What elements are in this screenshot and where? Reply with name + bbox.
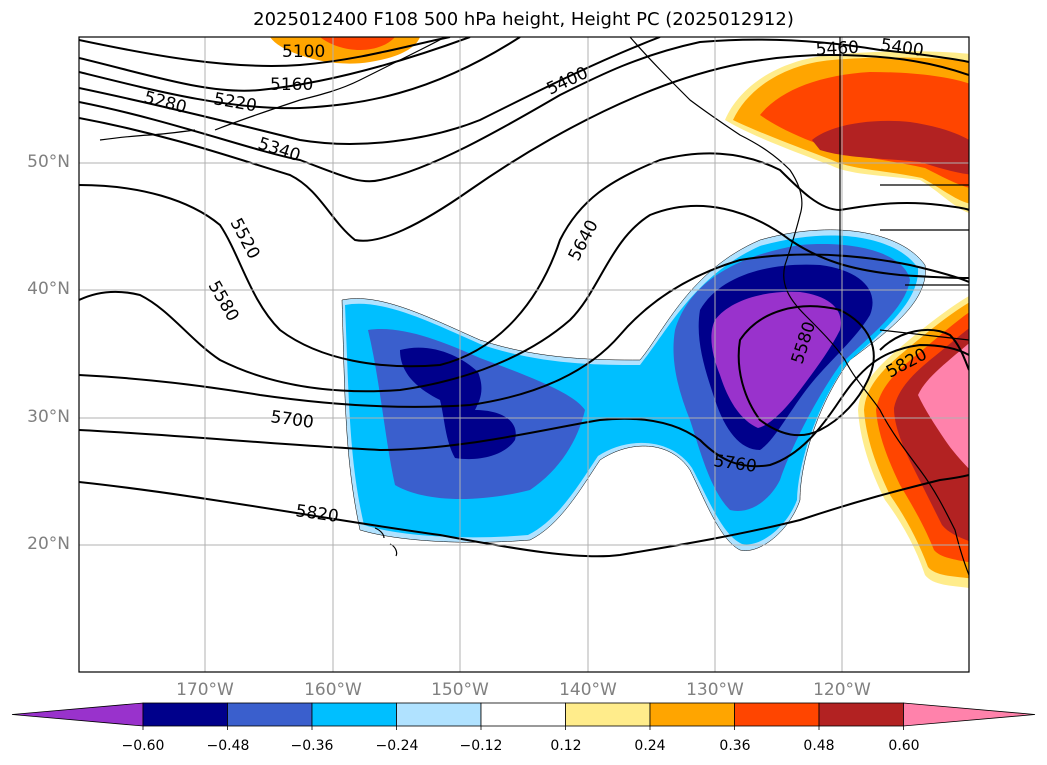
lon-label-160w: 160°W bbox=[304, 680, 362, 700]
lon-label-170w: 170°W bbox=[176, 680, 234, 700]
colorbar-tick-label: −0.60 bbox=[121, 738, 165, 754]
lat-label-50n: 50°N bbox=[27, 152, 70, 172]
positive-anomaly-pacific-northwest bbox=[725, 51, 969, 213]
colorbar-tick-label: −0.36 bbox=[290, 738, 334, 754]
lon-label-130w: 130°W bbox=[686, 680, 744, 700]
colorbar-segment bbox=[565, 702, 651, 727]
colorbar-segment bbox=[903, 702, 1036, 727]
height-contours bbox=[79, 37, 969, 558]
colorbar-tick-label: 0.12 bbox=[550, 738, 582, 754]
positive-anomaly-california bbox=[858, 296, 969, 589]
lat-label-30n: 30°N bbox=[27, 407, 70, 427]
lon-label-140w: 140°W bbox=[559, 680, 617, 700]
lat-label-40n: 40°N bbox=[27, 279, 70, 299]
colorbar bbox=[11, 702, 1036, 730]
colorbar-tick-label: 0.60 bbox=[888, 738, 920, 754]
colorbar-tick-label: 0.36 bbox=[719, 738, 751, 754]
map-area: 5100 5160 5220 5280 5340 5400 5400 5460 … bbox=[79, 35, 969, 672]
colorbar-segment bbox=[649, 702, 735, 727]
gridlines bbox=[79, 37, 969, 672]
colorbar-tick-label: −0.24 bbox=[375, 738, 419, 754]
coastlines bbox=[99, 37, 969, 576]
colorbar-segment bbox=[227, 702, 313, 727]
contour-label: 5460 bbox=[815, 38, 859, 60]
colorbar-segment bbox=[818, 702, 904, 727]
colorbar-tick-label: −0.12 bbox=[459, 738, 503, 754]
colorbar-segment bbox=[396, 702, 482, 727]
colorbar-segment bbox=[142, 702, 228, 727]
colorbar-segment bbox=[311, 702, 397, 727]
map-frame bbox=[78, 36, 970, 673]
positive-anomaly-alaska bbox=[270, 37, 420, 64]
colorbar-tick-label: −0.48 bbox=[206, 738, 250, 754]
contour-label: 5100 bbox=[282, 42, 325, 62]
contour-label: 5160 bbox=[270, 75, 313, 95]
colorbar-segment bbox=[11, 702, 144, 727]
contour-label: 5400 bbox=[879, 35, 925, 61]
colorbar-tick-label: 0.24 bbox=[634, 738, 666, 754]
lon-label-120w: 120°W bbox=[813, 680, 871, 700]
colorbar-segment bbox=[734, 702, 820, 727]
lat-label-20n: 20°N bbox=[27, 534, 70, 554]
map-title: 2025012400 F108 500 hPa height, Height P… bbox=[253, 9, 794, 30]
colorbar-segment bbox=[480, 702, 566, 727]
lon-label-150w: 150°W bbox=[431, 680, 489, 700]
colorbar-tick-label: 0.48 bbox=[803, 738, 835, 754]
